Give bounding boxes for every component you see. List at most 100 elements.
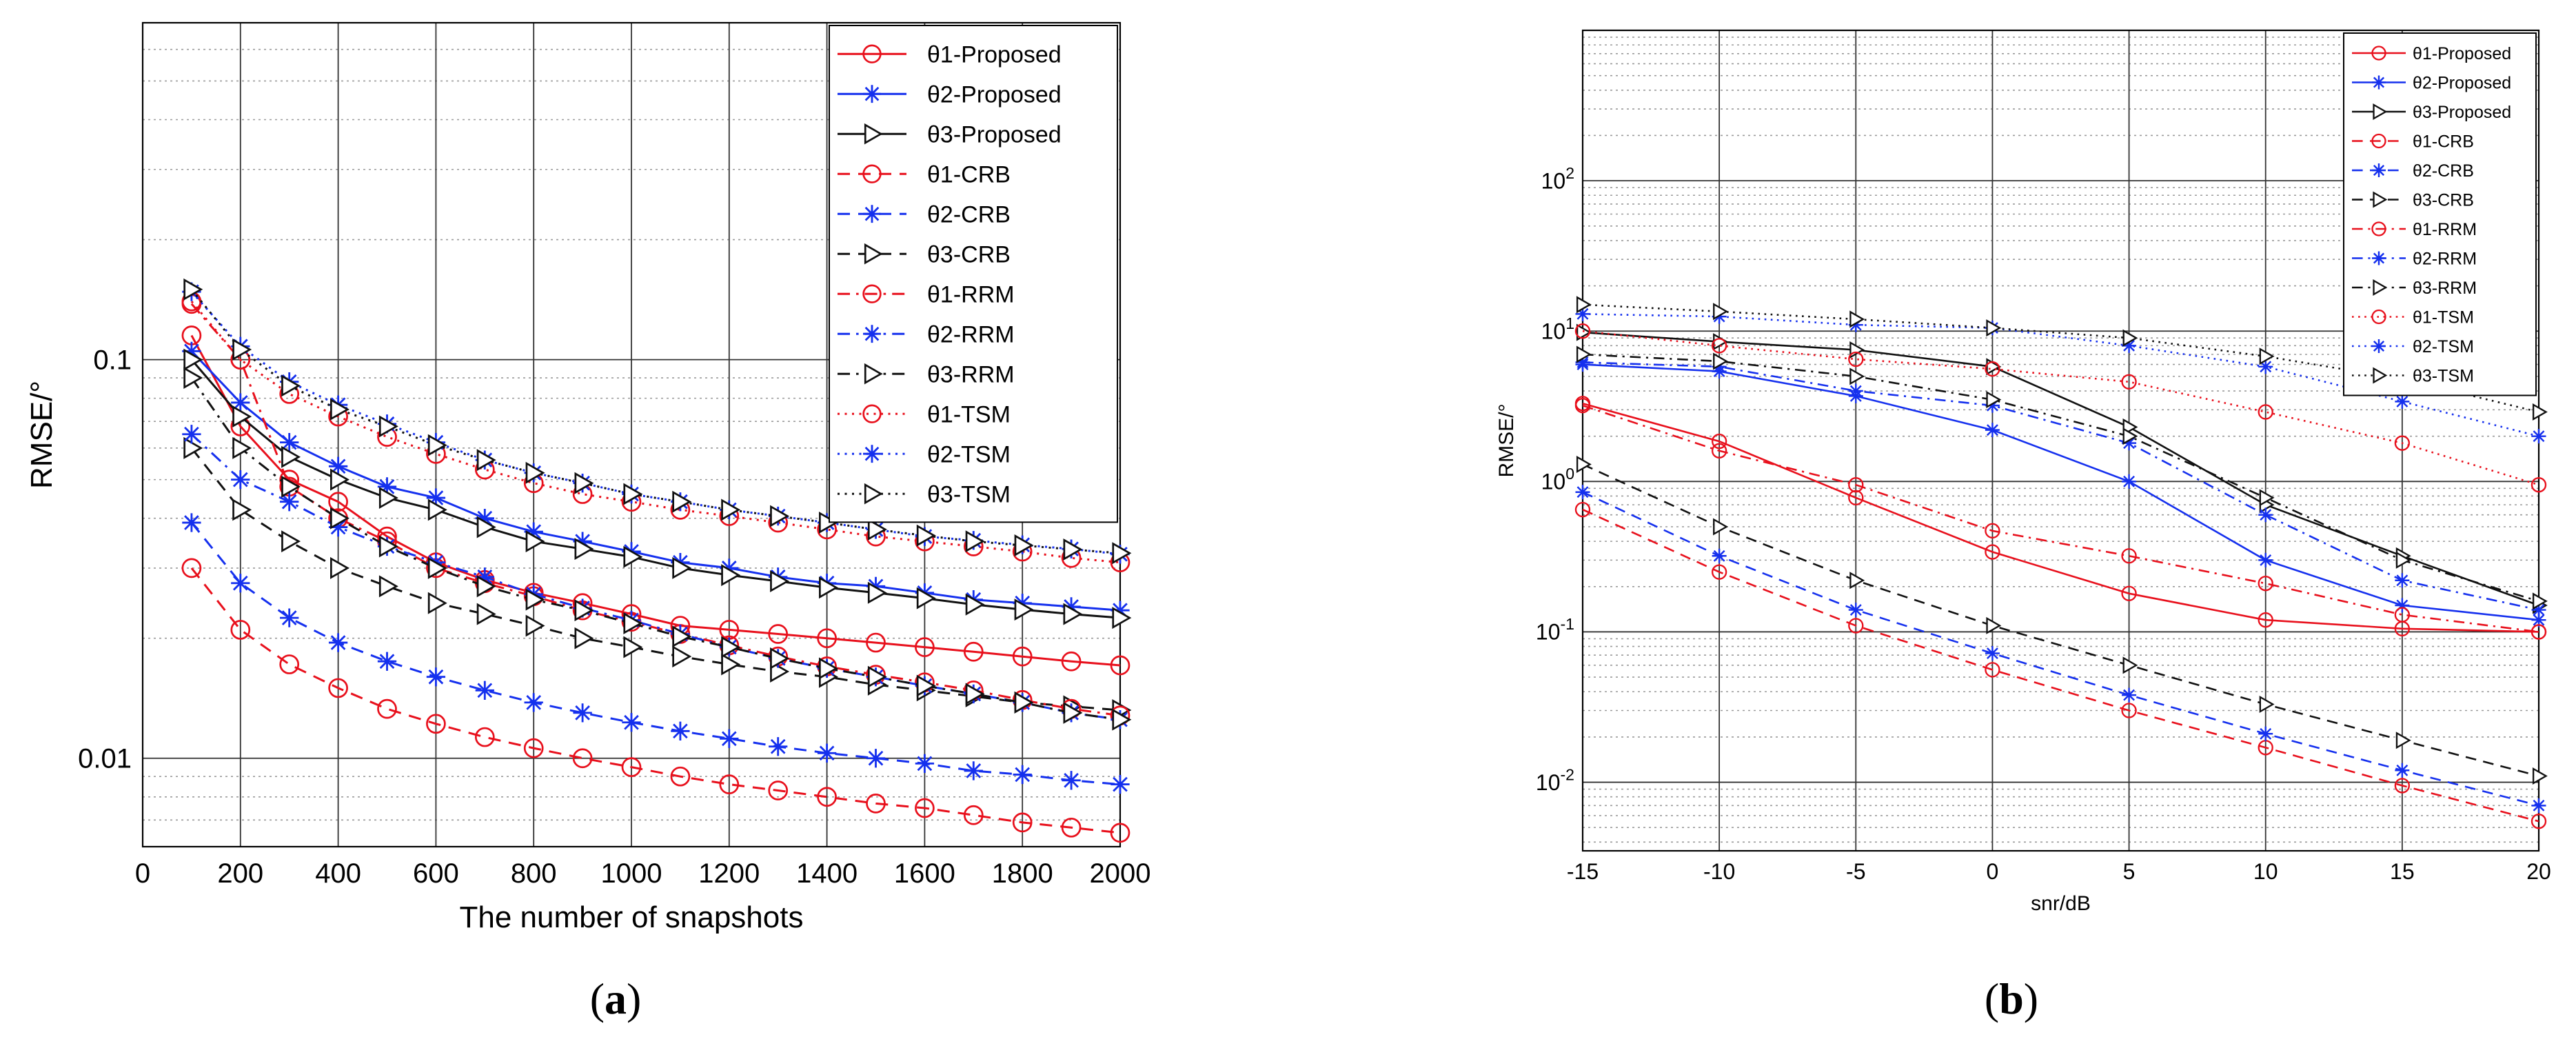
data-point xyxy=(1711,443,1727,458)
panel-label-b: (b) xyxy=(1985,974,2038,1023)
x-axis-label: The number of snapshots xyxy=(460,900,804,934)
data-point xyxy=(1711,433,1727,450)
data-point xyxy=(280,608,299,627)
data-point xyxy=(1575,355,1590,370)
data-point xyxy=(817,743,837,763)
data-point xyxy=(231,574,250,593)
data-point xyxy=(1062,597,1081,616)
data-point xyxy=(1110,655,1130,676)
x-tick-label: -15 xyxy=(1567,859,1599,884)
data-point xyxy=(1110,774,1130,794)
data-point xyxy=(1063,538,1083,561)
data-point xyxy=(1112,542,1132,565)
data-point xyxy=(2121,374,2137,390)
y-axis-label: RMSE/° xyxy=(25,381,59,489)
data-point xyxy=(672,625,692,648)
x-tick-label: 1600 xyxy=(894,858,955,889)
data-point xyxy=(476,449,496,472)
data-point xyxy=(232,338,252,361)
data-point xyxy=(573,532,592,551)
data-point xyxy=(915,754,935,774)
data-point xyxy=(915,637,935,657)
data-point xyxy=(574,599,594,622)
series-line xyxy=(1582,402,2539,633)
tick-base: 10 xyxy=(1541,168,1566,193)
legend: θ1-Proposed θ2-Proposed θ3-Proposed θ1-CRB θ… xyxy=(829,25,1118,523)
data-point xyxy=(377,652,397,671)
data-point xyxy=(965,593,985,616)
tick-base: 10 xyxy=(1536,770,1561,795)
data-point xyxy=(328,678,348,698)
legend-label: θ1-RRM xyxy=(927,281,1015,308)
data-point xyxy=(330,556,349,579)
data-point xyxy=(2122,329,2138,347)
series-group xyxy=(181,278,1132,843)
data-point xyxy=(817,787,837,807)
x-tick-label: 0 xyxy=(135,858,150,889)
x-tick-label: 600 xyxy=(413,858,459,889)
data-point xyxy=(1012,646,1033,667)
legend-label: θ1-CRB xyxy=(927,161,1011,188)
legend-entry-theta1-rrm: θ1-RRM xyxy=(838,281,1015,308)
data-point xyxy=(182,341,201,361)
data-point xyxy=(1575,485,1590,500)
data-point xyxy=(279,654,300,674)
data-point xyxy=(2258,726,2273,741)
data-point xyxy=(623,612,643,635)
panel-label-b-letter: b xyxy=(1999,974,2024,1023)
legend-label: θ2-CRB xyxy=(927,201,1011,228)
legend-label: θ3-TSM xyxy=(927,481,1011,507)
data-point xyxy=(1986,616,2002,634)
legend-entry-theta2-crb: θ2-CRB xyxy=(838,201,1011,228)
data-point xyxy=(1110,601,1130,620)
data-point xyxy=(1014,691,1034,714)
plot-frame xyxy=(141,21,1122,848)
data-point xyxy=(2532,767,2548,785)
x-tick-labels: -15 -10 -5 0 5 10 15 20 xyxy=(1567,859,2551,884)
data-point xyxy=(377,477,397,496)
data-point xyxy=(2532,403,2548,421)
legend-label: θ3-Proposed xyxy=(927,121,1062,148)
data-point xyxy=(232,436,252,459)
legend-marker xyxy=(864,123,883,145)
data-point xyxy=(1014,598,1034,621)
series-line xyxy=(190,359,1121,619)
legend-marker xyxy=(2373,191,2388,208)
legend-marker xyxy=(864,243,883,265)
data-point xyxy=(768,624,789,644)
data-point xyxy=(2122,338,2137,353)
x-axis-label: snr/dB xyxy=(2031,892,2091,915)
legend-entry-theta2-tsm: θ2-TSM xyxy=(838,441,1011,467)
data-point xyxy=(1985,646,2000,661)
series-line xyxy=(190,522,1121,786)
series-theta3-rrm xyxy=(183,367,1132,731)
data-point xyxy=(1575,306,1590,321)
x-tick-label: 20 xyxy=(2526,859,2551,884)
y-tick-label: 0.1 xyxy=(93,345,132,376)
panel-label-a: (a) xyxy=(590,974,642,1023)
data-point xyxy=(768,780,789,800)
data-point xyxy=(916,524,936,547)
data-point xyxy=(281,445,301,468)
y-axis-label: RMSE/° xyxy=(1495,403,1518,477)
data-point xyxy=(476,575,496,598)
tick-base: 10 xyxy=(1541,470,1566,494)
data-point xyxy=(1985,423,2000,438)
data-point xyxy=(1013,765,1032,785)
data-point xyxy=(2531,612,2546,627)
data-point xyxy=(2531,603,2546,618)
y-tick-label: 10-2 xyxy=(1536,765,1574,794)
data-point xyxy=(915,798,935,818)
legend-marker xyxy=(2371,46,2386,61)
data-point xyxy=(1849,367,1865,385)
series-theta3-crb xyxy=(1576,455,2548,785)
x-tick-label: 1800 xyxy=(992,858,1053,889)
series-line xyxy=(1582,404,2539,633)
data-point xyxy=(672,645,692,668)
legend-entry-theta1-crb: θ1-CRB xyxy=(838,161,1011,188)
legend-label: θ2-CRB xyxy=(2413,161,2474,181)
legend-label: θ2-Proposed xyxy=(927,81,1062,108)
legend-label: θ3-CRB xyxy=(927,241,1011,268)
data-point xyxy=(2531,624,2547,640)
legend-entry-theta1-tsm: θ1-TSM xyxy=(838,401,1011,427)
